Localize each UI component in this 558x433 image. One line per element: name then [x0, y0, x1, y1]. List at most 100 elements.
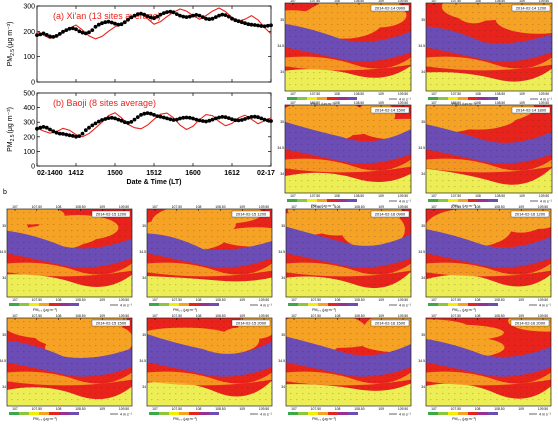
wind-vector — [150, 387, 153, 389]
map-x-tick-label: 107.50 — [451, 407, 461, 411]
wind-vector — [453, 72, 456, 74]
wind-vector — [507, 278, 510, 280]
map-y-tick-label: 35 — [421, 224, 425, 228]
wind-vector — [162, 351, 165, 353]
wind-vector — [429, 48, 432, 50]
wind-vector — [306, 12, 309, 14]
wind-vector — [64, 242, 67, 244]
wind-vector — [336, 66, 339, 68]
wind-vector — [379, 393, 382, 395]
map-panel-1: 107107107.50107.50108108108.50108.501091… — [277, 0, 411, 106]
wind-vector — [465, 393, 468, 395]
wind-vector — [58, 218, 61, 220]
wind-vector — [525, 218, 528, 220]
colorbar-segment — [458, 97, 468, 100]
wind-vector — [489, 357, 492, 359]
wind-vector — [495, 24, 498, 26]
wind-vector — [301, 369, 304, 371]
wind-vector — [168, 375, 171, 377]
wind-vector — [471, 375, 474, 377]
wind-vector — [459, 254, 462, 256]
wind-vector — [228, 399, 231, 401]
wind-vector — [34, 333, 37, 335]
wind-vector — [459, 333, 462, 335]
wind-vector — [513, 72, 516, 74]
wind-vector — [390, 138, 393, 140]
wind-vector — [531, 242, 534, 244]
wind-vector — [477, 162, 480, 164]
wind-vector — [34, 284, 37, 286]
wind-vector — [40, 236, 43, 238]
wind-vector — [313, 266, 316, 268]
wind-vector — [513, 120, 516, 122]
wind-vector — [441, 150, 444, 152]
wind-vector — [465, 144, 468, 146]
wind-vector — [100, 339, 103, 341]
wind-vector — [295, 242, 298, 244]
wind-vector — [519, 18, 522, 20]
wind-vector — [453, 260, 456, 262]
wind-vector — [330, 24, 333, 26]
wind-vector — [288, 66, 291, 68]
wind-vector — [537, 333, 540, 335]
colorbar-segment — [169, 412, 179, 415]
wind-vector — [471, 369, 474, 371]
wind-vector — [453, 321, 456, 323]
data-point — [96, 119, 101, 124]
wind-vector — [70, 351, 73, 353]
wind-vector — [40, 290, 43, 292]
wind-vector — [349, 369, 352, 371]
wind-vector — [313, 321, 316, 323]
wind-vector — [22, 254, 25, 256]
wind-vector — [402, 132, 405, 134]
wind-vector — [366, 108, 369, 110]
wind-vector — [312, 66, 315, 68]
colorbar-segment — [488, 412, 498, 415]
wind-vector — [507, 60, 510, 62]
wind-vector — [471, 218, 474, 220]
wind-vector — [495, 120, 498, 122]
map-x-tick-label: 107.50 — [310, 194, 320, 198]
colorbar-segment — [49, 303, 59, 306]
wind-vector — [337, 224, 340, 226]
wind-vector — [537, 180, 540, 182]
x-tick-label: 1512 — [146, 170, 162, 177]
wind-vector — [216, 266, 219, 268]
wind-vector — [70, 357, 73, 359]
wind-vector — [76, 248, 79, 250]
wind-vector — [46, 393, 49, 395]
wind-vector — [46, 266, 49, 268]
wind-vector — [367, 345, 370, 347]
data-point — [213, 116, 218, 121]
wind-vector — [429, 327, 432, 329]
wind-vector — [489, 108, 492, 110]
wind-vector — [519, 369, 522, 371]
wind-vector — [477, 132, 480, 134]
wind-vector — [246, 357, 249, 359]
wind-vector — [246, 363, 249, 365]
wind-vector — [513, 363, 516, 365]
wind-vector — [186, 381, 189, 383]
wind-vector — [180, 339, 183, 341]
wind-vector — [342, 162, 345, 164]
wind-vector — [513, 156, 516, 158]
wind-vector — [222, 339, 225, 341]
wind-vector — [372, 42, 375, 44]
wind-vector — [264, 387, 267, 389]
colorbar-segment — [458, 412, 468, 415]
wind-vector — [355, 369, 358, 371]
colorbar-segment — [317, 97, 327, 100]
wind-vector — [531, 236, 534, 238]
wind-vector — [402, 180, 405, 182]
wind-vector — [118, 218, 121, 220]
wind-vector — [372, 162, 375, 164]
wind-vector — [483, 42, 486, 44]
map-x-tick-label: 109.50 — [539, 194, 549, 198]
data-point — [122, 120, 127, 125]
wind-vector — [349, 345, 352, 347]
wind-vector — [330, 138, 333, 140]
wind-vector — [489, 12, 492, 14]
wind-vector — [106, 278, 109, 280]
wind-vector — [402, 84, 405, 86]
wind-vector — [549, 60, 552, 62]
